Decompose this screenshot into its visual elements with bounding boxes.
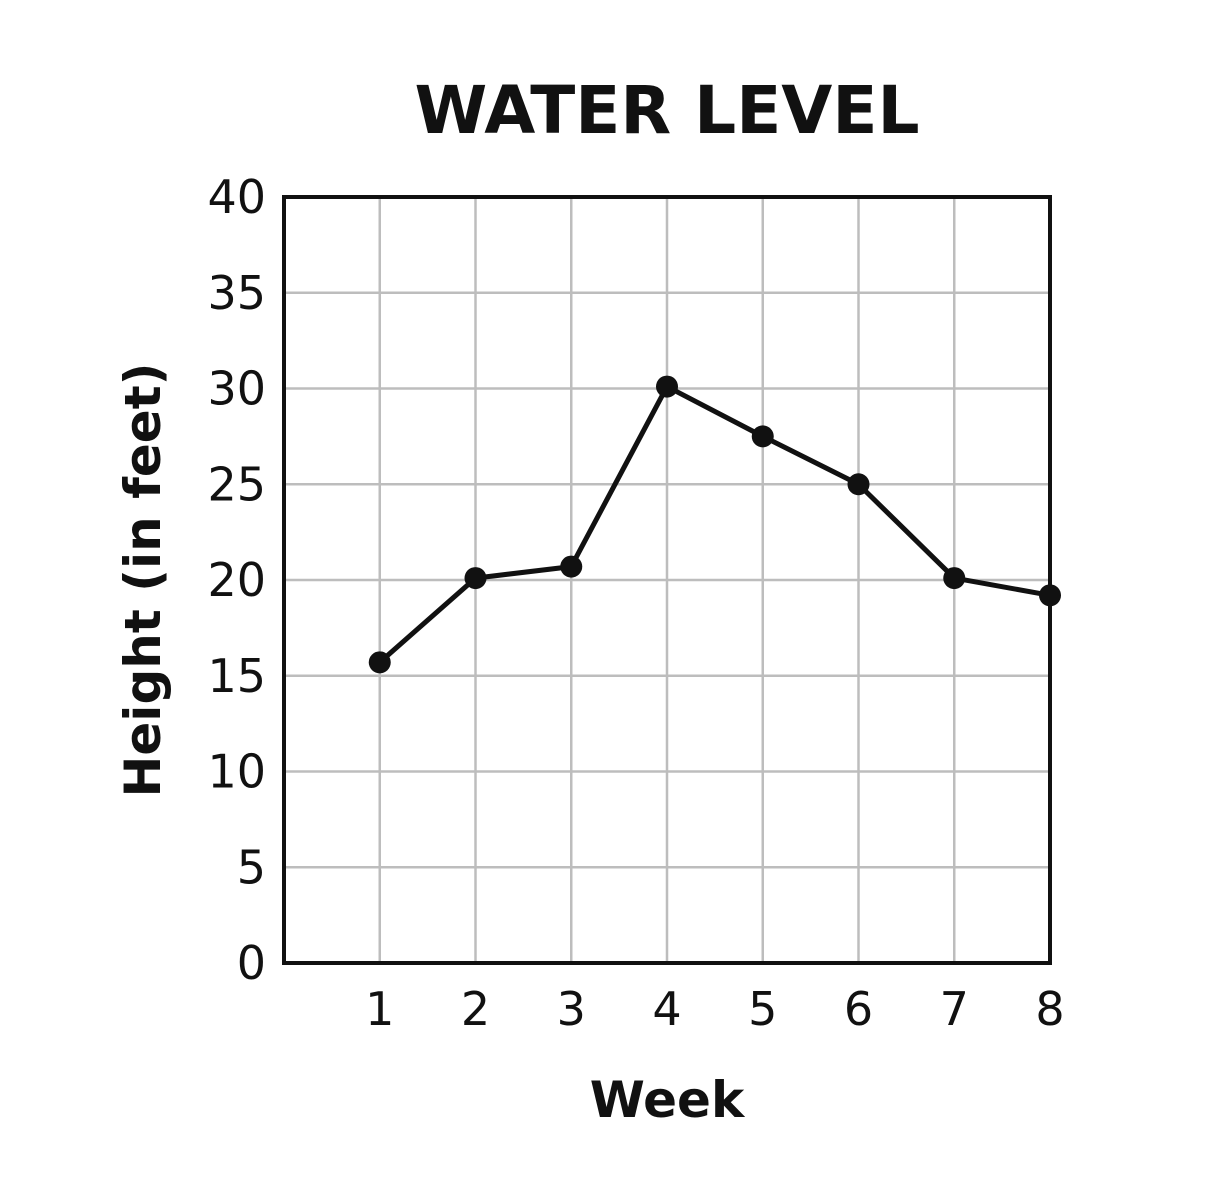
y-tick-label: 35	[207, 266, 266, 320]
y-tick-label: 0	[237, 936, 266, 990]
x-axis-label: Week	[590, 1071, 746, 1129]
y-tick-label: 30	[207, 362, 266, 416]
series-layer	[368, 375, 1061, 674]
x-tick-label: 1	[365, 982, 394, 1036]
x-tick-label: 5	[748, 982, 777, 1036]
y-tick-label: 10	[207, 745, 266, 799]
y-tick-label: 5	[237, 840, 266, 894]
x-tick-label: 3	[557, 982, 586, 1036]
data-point	[464, 567, 487, 590]
data-point	[751, 425, 774, 448]
x-tick-label: 2	[461, 982, 490, 1036]
x-tick-label: 6	[844, 982, 873, 1036]
grid	[284, 197, 1050, 963]
plot-frame	[282, 195, 1052, 965]
chart-title: WATER LEVEL	[414, 72, 919, 149]
x-tick-label: 8	[1035, 982, 1064, 1036]
y-axis-ticks: 0 5 10 15 20 25 30 35 40	[207, 170, 266, 990]
data-point	[560, 555, 583, 578]
data-point	[943, 567, 966, 590]
series-line	[378, 384, 1051, 665]
y-tick-label: 15	[207, 649, 266, 703]
data-point	[656, 375, 678, 398]
data-point	[847, 473, 870, 496]
y-tick-label: 20	[207, 553, 266, 607]
y-tick-label: 25	[207, 457, 266, 511]
y-axis-label: Height (in feet)	[114, 363, 172, 798]
x-tick-label: 4	[652, 982, 681, 1036]
data-point	[368, 651, 391, 674]
data-point	[1039, 584, 1061, 607]
y-tick-label: 40	[207, 170, 266, 224]
x-axis-ticks: 1 2 3 4 5 6 7 8	[365, 982, 1065, 1036]
x-tick-label: 7	[940, 982, 969, 1036]
